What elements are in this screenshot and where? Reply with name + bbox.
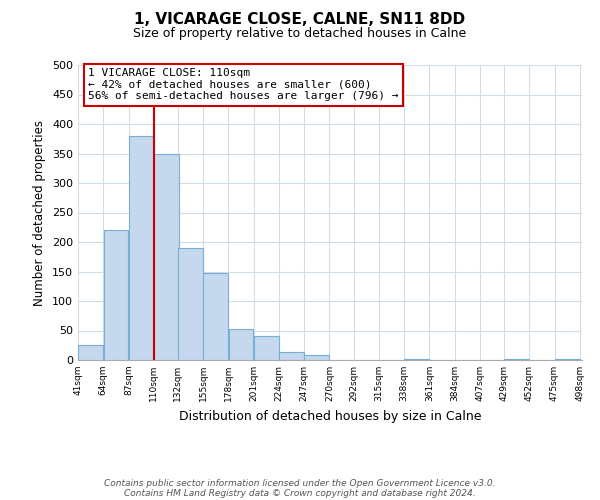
Bar bbox=[104, 230, 128, 360]
Bar bbox=[78, 345, 103, 360]
Bar bbox=[304, 356, 329, 360]
Text: Contains public sector information licensed under the Open Government Licence v3: Contains public sector information licen… bbox=[104, 478, 496, 488]
Text: 1 VICARAGE CLOSE: 110sqm
← 42% of detached houses are smaller (600)
56% of semi-: 1 VICARAGE CLOSE: 110sqm ← 42% of detach… bbox=[88, 68, 398, 101]
Bar bbox=[229, 328, 253, 360]
X-axis label: Distribution of detached houses by size in Calne: Distribution of detached houses by size … bbox=[179, 410, 481, 422]
Bar bbox=[203, 274, 228, 360]
Bar bbox=[178, 248, 203, 360]
Bar bbox=[505, 359, 529, 360]
Y-axis label: Number of detached properties: Number of detached properties bbox=[34, 120, 46, 306]
Bar bbox=[129, 136, 154, 360]
Bar bbox=[279, 352, 304, 360]
Bar bbox=[555, 359, 580, 360]
Text: 1, VICARAGE CLOSE, CALNE, SN11 8DD: 1, VICARAGE CLOSE, CALNE, SN11 8DD bbox=[134, 12, 466, 28]
Text: Contains HM Land Registry data © Crown copyright and database right 2024.: Contains HM Land Registry data © Crown c… bbox=[124, 488, 476, 498]
Bar bbox=[254, 336, 278, 360]
Text: Size of property relative to detached houses in Calne: Size of property relative to detached ho… bbox=[133, 28, 467, 40]
Bar bbox=[404, 359, 429, 360]
Bar bbox=[154, 154, 179, 360]
